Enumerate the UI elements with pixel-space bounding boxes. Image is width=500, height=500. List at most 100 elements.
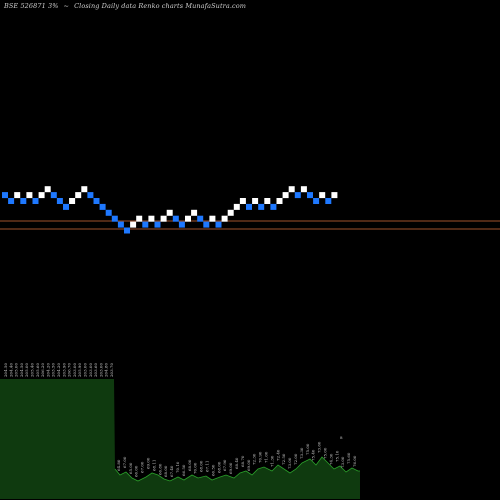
price-label-top: 203.50 (51, 363, 56, 377)
renko-brick-up (26, 192, 33, 199)
price-label-top: 205.60 (35, 363, 40, 377)
renko-brick-up (209, 215, 216, 222)
price-label-bottom: 66.50 (181, 464, 186, 476)
renko-brick-up (191, 209, 198, 216)
price-label-bottom: 72.30 (252, 453, 257, 465)
price-label-top: 204.20 (56, 363, 61, 377)
renko-brick-down (20, 198, 27, 204)
renko-brick-up (288, 186, 295, 193)
renko-brick-up (130, 221, 137, 228)
price-label-bottom: 69.00 (246, 459, 251, 471)
price-label-bottom: 72.00 (293, 453, 298, 465)
symbol-label: BSE 526871 3% (4, 2, 59, 10)
renko-brick-up (14, 192, 21, 199)
price-label-bottom: 71.00 (264, 451, 269, 463)
renko-brick-down (105, 209, 112, 216)
renko-brick-up (239, 198, 246, 204)
renko-brick-down (294, 192, 301, 199)
renko-brick-down (270, 203, 277, 210)
caption-label: Closing Daily data Renko charts MunafaSu… (74, 2, 247, 10)
price-label-top: 204.20 (45, 363, 50, 377)
price-label-bottom: 69.00 (146, 457, 151, 469)
renko-brick-up (233, 203, 240, 210)
renko-brick-down (117, 221, 124, 228)
price-label-top: 206.70 (67, 363, 72, 377)
renko-brick-down (50, 192, 57, 199)
renko-brick-up (69, 198, 76, 204)
price-label-bottom: 67.11 (205, 461, 210, 472)
renko-brick-down (203, 221, 210, 228)
price-label-bottom: 75.00 (305, 443, 310, 455)
renko-brick-down (313, 198, 320, 204)
renko-brick-down (63, 203, 69, 210)
renko-brick-up (319, 192, 326, 199)
renko-brick-down (87, 192, 94, 199)
volume-outline (114, 456, 360, 482)
price-label-bottom: 75.40 (311, 449, 316, 461)
price-label-bottom: 68.40 (234, 457, 239, 469)
renko-brick-down (197, 215, 204, 222)
price-label-top: 203.00 (83, 363, 88, 377)
renko-brick-down (111, 215, 118, 222)
price-label-bottom: 73.00 (340, 456, 345, 468)
renko-brick-up (282, 192, 289, 199)
renko-brick-down (178, 221, 185, 228)
renko-brick-down (215, 221, 222, 228)
price-label-top: 204.50 (3, 363, 8, 377)
renko-brick-up (264, 198, 271, 204)
renko-brick-down (172, 215, 179, 222)
price-label-bottom: 66.00 (134, 465, 139, 477)
price-label-bottom: 67.00 (140, 461, 145, 473)
renko-brick-up (148, 215, 155, 222)
price-label-bottom: 68.70 (240, 455, 245, 467)
price-label-top: 205.40 (30, 363, 35, 377)
price-label-bottom: 70.90 (258, 451, 263, 463)
renko-brick-down (154, 221, 161, 228)
renko-brick-up (185, 215, 191, 222)
renko-brick-up (221, 215, 228, 222)
price-label-top: 206.20 (40, 363, 45, 377)
price-label-bottom: 75.00 (323, 447, 328, 459)
price-label-top: 203.70 (109, 363, 114, 377)
price-label-bottom: 68.00 (187, 459, 192, 471)
price-label-top: 203.60 (93, 363, 98, 377)
renko-brick-up (276, 198, 283, 204)
price-label-bottom: 75.10 (334, 450, 339, 462)
extra-label: 8 (340, 435, 343, 440)
price-label-bottom: 76.00 (352, 455, 357, 467)
price-label-bottom: 70.10 (175, 461, 180, 473)
renko-brick-down (93, 198, 100, 204)
price-label-top: 205.00 (14, 363, 19, 377)
price-label-top: 204.50 (19, 363, 24, 377)
price-label-top: 204.80 (104, 363, 109, 377)
price-label-top: 203.90 (61, 363, 66, 377)
price-label-top: 203.00 (72, 363, 77, 377)
price-label-bottom: 67.00 (122, 456, 127, 468)
renko-brick-up (227, 209, 234, 216)
price-label-top: 204.40 (8, 363, 13, 377)
price-label-top: 205.00 (24, 363, 29, 377)
price-label-bottom: 73.30 (299, 447, 304, 459)
price-label-top: 205.90 (77, 363, 82, 377)
price-label-bottom: 68.11 (151, 460, 156, 471)
price-label-bottom: 65.00 (128, 462, 133, 474)
price-label-bottom: 69.00 (228, 462, 233, 474)
price-label-bottom: 66.80 (157, 463, 162, 475)
renko-brick-up (331, 192, 338, 199)
price-label-bottom: 68.00 (216, 461, 221, 473)
price-label-bottom: 75.60 (346, 452, 351, 464)
renko-brick-down (325, 198, 332, 204)
price-label-bottom: 68.00 (163, 465, 168, 477)
renko-brick-down (246, 203, 252, 210)
arrow-label: ~ (63, 2, 70, 10)
renko-brick-up (252, 198, 259, 204)
renko-brick-down (258, 203, 265, 210)
price-label-bottom: 66.50 (210, 464, 215, 476)
price-label-bottom: 73.00 (287, 457, 292, 469)
renko-brick-up (75, 192, 82, 199)
price-label-bottom: 72.40 (275, 449, 280, 461)
price-label-bottom: 67.40 (169, 465, 174, 477)
renko-brick-down (56, 198, 63, 204)
volume-area (0, 379, 360, 499)
